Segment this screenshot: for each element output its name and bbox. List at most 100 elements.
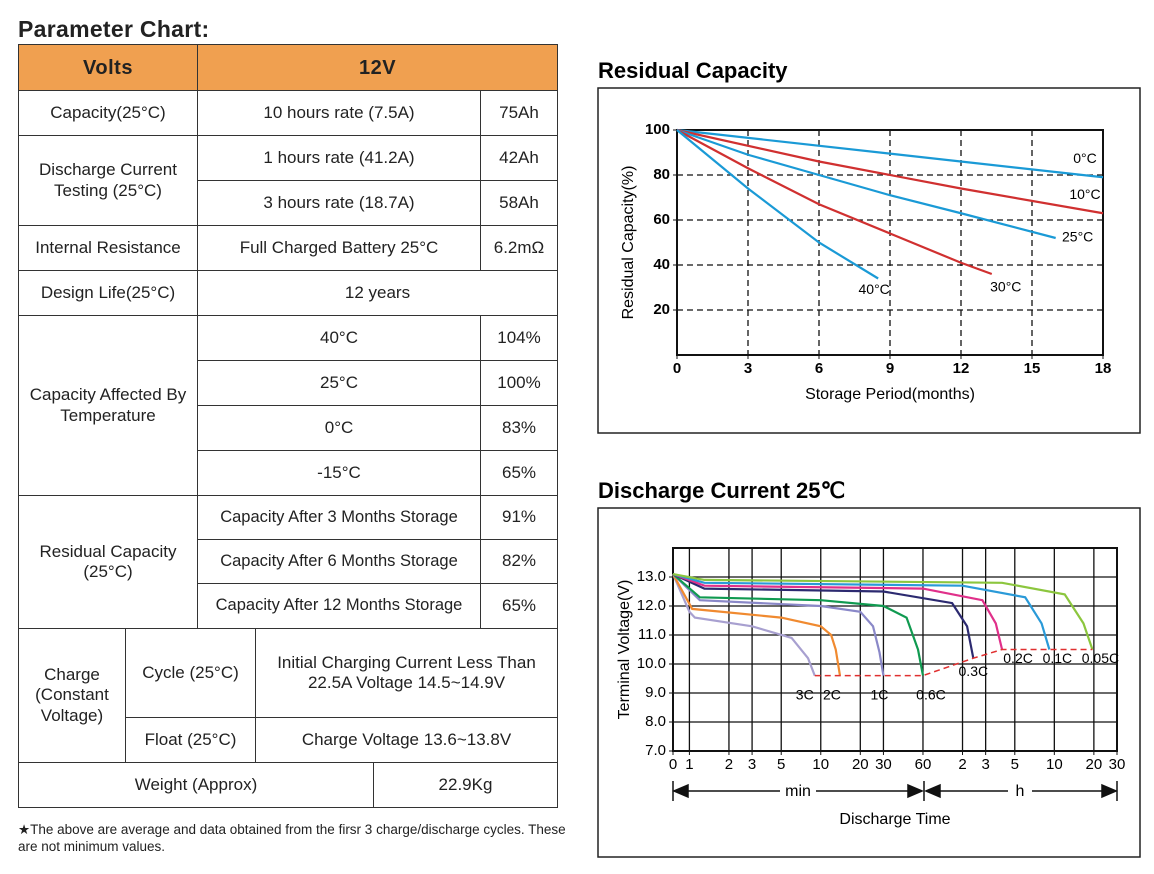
row-label: Internal Resistance — [18, 225, 198, 271]
series-line — [676, 128, 1104, 179]
y-tick-label: 12.0 — [637, 597, 666, 614]
arrow-head — [907, 783, 924, 799]
series-label: 40°C — [859, 281, 890, 297]
cell: 3 hours rate (18.7A) — [197, 180, 481, 226]
arrow-head — [924, 783, 941, 799]
header-cell: 12V — [197, 44, 558, 91]
series-label: 0.1C — [1043, 650, 1073, 666]
cell: Initial Charging Current Less Than 22.5A… — [255, 628, 558, 718]
y-axis-label: Terminal Voltage(V) — [616, 580, 633, 720]
y-tick-label: 60 — [653, 211, 670, 228]
cell: 6.2mΩ — [480, 225, 558, 271]
x-tick-label: 0 — [669, 756, 677, 773]
x-tick-label: 20 — [1086, 756, 1103, 773]
y-tick-label: 13.0 — [637, 568, 666, 585]
cell: 100% — [480, 360, 558, 406]
arrow-head — [1101, 783, 1118, 799]
cell: Capacity After 6 Months Storage — [197, 539, 481, 584]
x-tick-label: 3 — [744, 360, 752, 377]
chart-title: Discharge Current 25℃ — [598, 478, 845, 503]
x-tick-label: 3 — [748, 756, 756, 773]
series-line — [672, 573, 925, 676]
footnote: ★The above are average and data obtained… — [18, 822, 566, 854]
series-line — [672, 573, 885, 676]
y-tick-label: 7.0 — [645, 742, 666, 759]
cell: 65% — [480, 450, 558, 496]
y-tick-label: 11.0 — [638, 626, 666, 643]
y-tick-label: 20 — [653, 301, 670, 318]
cell: 104% — [480, 315, 558, 361]
row-label: Capacity Affected By Temperature — [18, 315, 198, 496]
series-label: 0.05C — [1082, 650, 1119, 666]
cell: 1 hours rate (41.2A) — [197, 135, 481, 181]
series-label: 1C — [870, 686, 888, 702]
chart-frame — [597, 87, 1141, 434]
x-tick-label: 30 — [875, 756, 892, 773]
x-axis-label: Discharge Time — [839, 811, 950, 828]
row-label: Discharge Current Testing (25°C) — [18, 135, 198, 226]
y-tick-label: 80 — [653, 166, 670, 183]
cell: 40°C — [197, 315, 481, 361]
page-title: Parameter Chart: — [18, 16, 210, 42]
series-label: 10°C — [1069, 186, 1100, 202]
series-label: 0°C — [1073, 150, 1097, 166]
cell: 65% — [480, 583, 558, 629]
series-label: 0.2C — [1003, 650, 1033, 666]
y-axis-label: Residual Capacity(%) — [620, 166, 637, 320]
series-label: 25°C — [1062, 229, 1093, 245]
x-tick-label: 3 — [981, 756, 989, 773]
chart-frame — [597, 507, 1141, 858]
cell: 83% — [480, 405, 558, 451]
x-tick-label: 30 — [1109, 756, 1126, 773]
cell: Charge Voltage 13.6~13.8V — [255, 717, 558, 763]
cell: 58Ah — [480, 180, 558, 226]
series-line — [676, 128, 1056, 240]
cell: 82% — [480, 539, 558, 584]
series-line — [671, 573, 816, 676]
x-tick-label: 10 — [812, 756, 829, 773]
series-line — [676, 129, 879, 280]
x-tick-label: 15 — [1024, 360, 1041, 377]
chart-title: Residual Capacity — [598, 58, 788, 83]
x-tick-label: 20 — [852, 756, 869, 773]
cell: 25°C — [197, 360, 481, 406]
y-tick-label: 10.0 — [637, 655, 666, 672]
row-label: Residual Capacity (25°C) — [18, 495, 198, 629]
series-line — [672, 573, 1004, 650]
cell: 10 hours rate (7.5A) — [197, 90, 481, 136]
series-line — [672, 573, 975, 659]
y-tick-label: 9.0 — [645, 684, 666, 701]
cell: Cycle (25°C) — [125, 628, 256, 718]
x-tick-label: 12 — [953, 360, 970, 377]
end-voltage-line — [814, 648, 1093, 677]
row-label: Capacity(25°C) — [18, 90, 198, 136]
cell: 12 years — [197, 270, 558, 316]
series-line — [676, 128, 1104, 215]
y-tick-label: 40 — [653, 256, 670, 273]
x-tick-label: 5 — [777, 756, 785, 773]
plot-frame — [672, 547, 1118, 752]
x-tick-label: 5 — [1011, 756, 1019, 773]
series-line — [672, 573, 1051, 650]
x-tick-label: 9 — [886, 360, 894, 377]
x-tick-label: 18 — [1095, 360, 1112, 377]
y-tick-label: 100 — [645, 121, 670, 138]
x-tick-label: 2 — [958, 756, 966, 773]
annotation: h — [1016, 783, 1025, 800]
x-tick-label: 60 — [915, 756, 932, 773]
series-label: 0.6C — [916, 686, 946, 702]
series-label: 0.3C — [959, 663, 989, 679]
series-line — [672, 573, 842, 676]
row-label: Weight (Approx) — [18, 762, 374, 808]
cell: Capacity After 12 Months Storage — [197, 583, 481, 629]
arrow-head — [672, 783, 689, 799]
cell: Full Charged Battery 25°C — [197, 225, 481, 271]
cell: Float (25°C) — [125, 717, 256, 763]
annotation: min — [785, 783, 811, 800]
series-line — [676, 129, 993, 276]
time-arrows — [672, 781, 1118, 801]
cell: 0°C — [197, 405, 481, 451]
cell: -15°C — [197, 450, 481, 496]
